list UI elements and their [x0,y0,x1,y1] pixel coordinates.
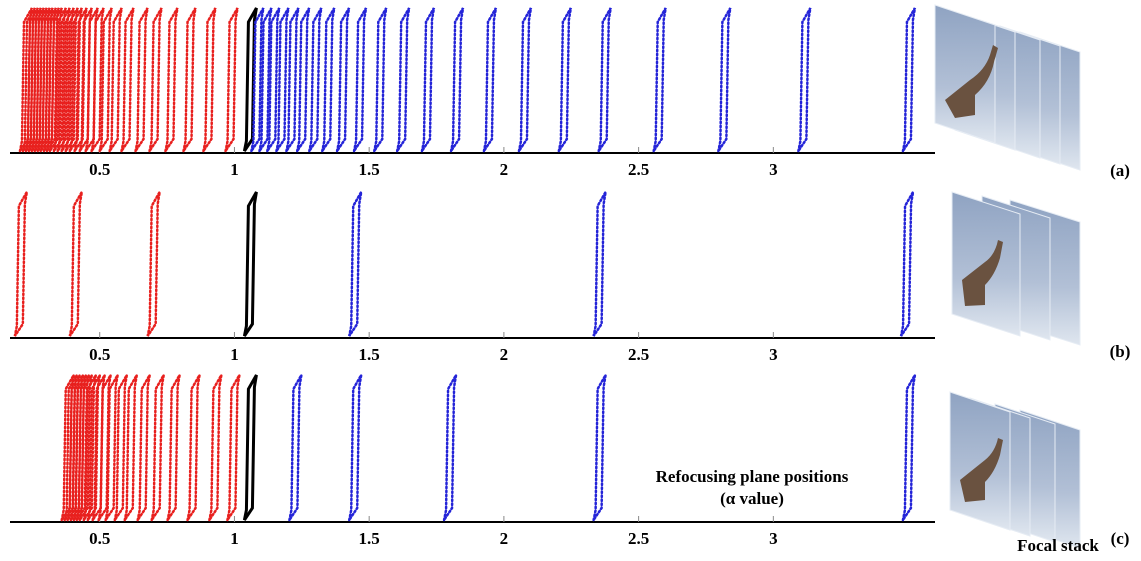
focal-plane [444,375,456,520]
focal-plane [901,192,913,336]
focal-plane [354,8,366,151]
panel-label: (a) [1110,161,1130,180]
figure: Focal stack 0.5 1 1.5 2 2.5 3 (a) 0.5 1 1.5 2 2.5 3 (… [0,0,1141,561]
focal-plane [276,8,288,151]
focal-plane [559,8,571,151]
focal-plane [70,192,82,336]
panel-label: (b) [1110,342,1131,361]
focal-plane [519,8,531,151]
focal-plane [798,8,810,151]
x-tick-label: 1.5 [359,160,380,179]
focal-plane [594,192,606,336]
focal-plane [286,8,298,151]
x-tick-label: 1.5 [359,529,380,548]
focal-plane [337,8,349,151]
focal-plane [322,8,334,151]
annotation: Refocusing plane positions [656,467,849,486]
x-tick-label: 3 [769,529,778,548]
focal-plane [718,8,730,151]
focal-stack-c [950,392,1080,548]
x-tick-label: 2.5 [628,529,649,548]
focal-plane [226,8,238,151]
x-tick-label: 2 [500,529,509,548]
x-tick-label: 2 [500,160,509,179]
focal-plane [184,8,196,151]
focal-plane [654,8,666,151]
focal-plane [152,375,164,520]
x-tick-label: 0.5 [89,160,110,179]
focal-plane [309,8,321,151]
focal-stack-label: Focal stack [1017,536,1099,555]
focal-plane [136,8,148,151]
focal-plane [110,8,122,151]
x-tick-label: 1.5 [359,345,380,364]
focal-stack-a [935,5,1080,170]
focal-plane [244,192,256,336]
focal-plane [188,375,200,520]
focal-plane [122,8,134,151]
focal-plane [148,192,160,336]
focal-plane [349,375,361,520]
focal-plane [903,375,915,520]
focal-plane [451,8,463,151]
panel-label: (c) [1111,529,1130,548]
x-tick-label: 0.5 [89,345,110,364]
focal-plane [422,8,434,151]
focal-plane [244,375,256,520]
focal-stack-b [952,192,1080,345]
x-tick-label: 3 [769,160,778,179]
focal-plane [599,8,611,151]
focal-plane [349,192,361,336]
focal-plane [138,375,150,520]
focal-plane [484,8,496,151]
focal-plane [903,8,915,151]
x-tick-label: 1 [230,345,239,364]
annotation: (α value) [720,489,784,508]
x-tick-label: 0.5 [89,529,110,548]
focal-plane [594,375,606,520]
focal-plane [15,192,27,336]
x-tick-label: 1 [230,160,239,179]
focal-plane [168,375,180,520]
focal-plane [227,375,239,520]
x-tick-label: 1 [230,529,239,548]
focal-plane [150,8,162,151]
x-tick-label: 2.5 [628,160,649,179]
focal-plane [289,375,301,520]
focal-plane [209,375,221,520]
x-tick-label: 3 [769,345,778,364]
focal-plane [203,8,215,151]
focal-plane [125,375,137,520]
x-tick-label: 2.5 [628,345,649,364]
focal-plane [397,8,409,151]
x-tick-label: 2 [500,345,509,364]
focal-plane [165,8,177,151]
focal-plane [297,8,309,151]
focal-plane [374,8,386,151]
